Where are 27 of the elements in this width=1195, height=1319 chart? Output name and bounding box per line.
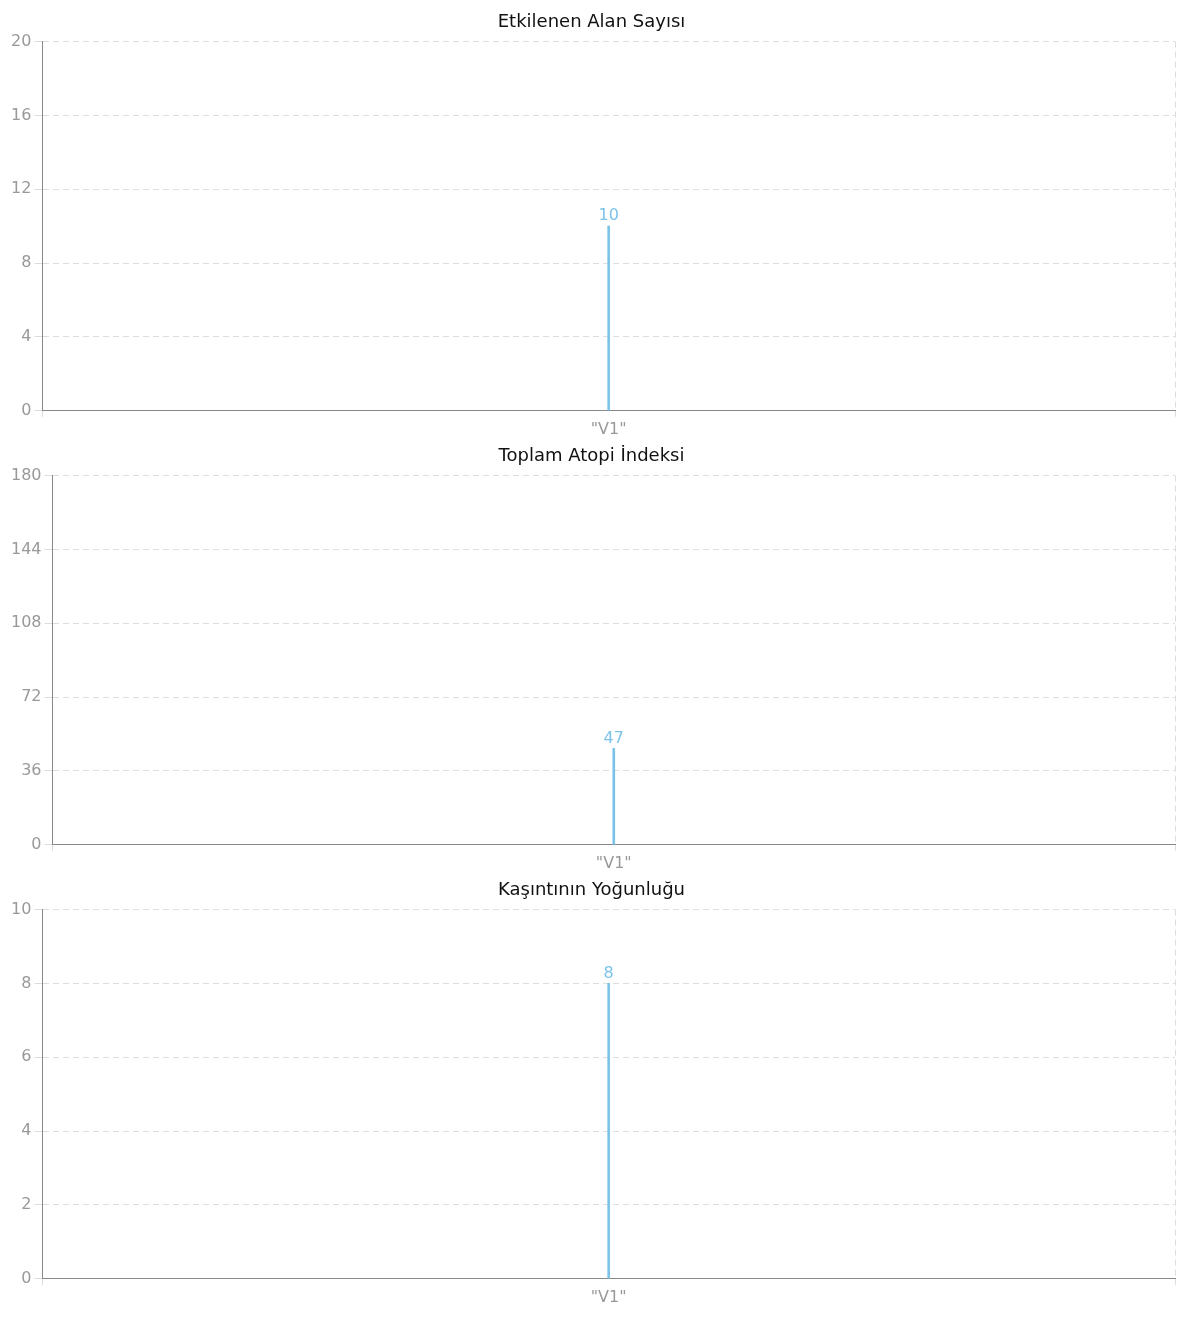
chart-title: Toplam Atopi İndeksi <box>497 444 685 466</box>
chart-title: Etkilenen Alan Sayısı <box>497 10 686 32</box>
x-tick-label: "V1" <box>595 852 632 872</box>
y-tick-label: 108 <box>10 612 42 632</box>
y-tick-label: 6 <box>21 1046 32 1066</box>
y-tick-label: 0 <box>31 833 42 853</box>
y-tick-label: 12 <box>11 178 32 198</box>
chart-title: Kaşıntının Yoğunluğu <box>497 878 686 900</box>
data-label: 10 <box>598 205 619 225</box>
y-tick-label: 20 <box>11 30 32 50</box>
y-tick-label: 4 <box>21 326 32 346</box>
x-tick-label: "V1" <box>590 1286 627 1306</box>
y-tick-label: 10 <box>11 898 32 918</box>
x-tick-label: "V1" <box>590 418 627 438</box>
y-tick-label: 0 <box>21 1267 32 1287</box>
y-tick-label: 8 <box>21 252 32 272</box>
y-tick-label: 36 <box>21 760 42 780</box>
y-tick-label: 0 <box>21 399 32 419</box>
y-tick-label: 72 <box>21 686 42 706</box>
y-tick-label: 144 <box>10 538 42 558</box>
data-label: 8 <box>603 962 614 982</box>
y-tick-label: 4 <box>21 1120 32 1140</box>
data-label: 47 <box>603 727 624 747</box>
y-tick-label: 8 <box>21 972 32 992</box>
y-tick-label: 180 <box>10 464 42 484</box>
y-tick-label: 16 <box>11 104 32 124</box>
y-tick-label: 2 <box>21 1194 32 1214</box>
